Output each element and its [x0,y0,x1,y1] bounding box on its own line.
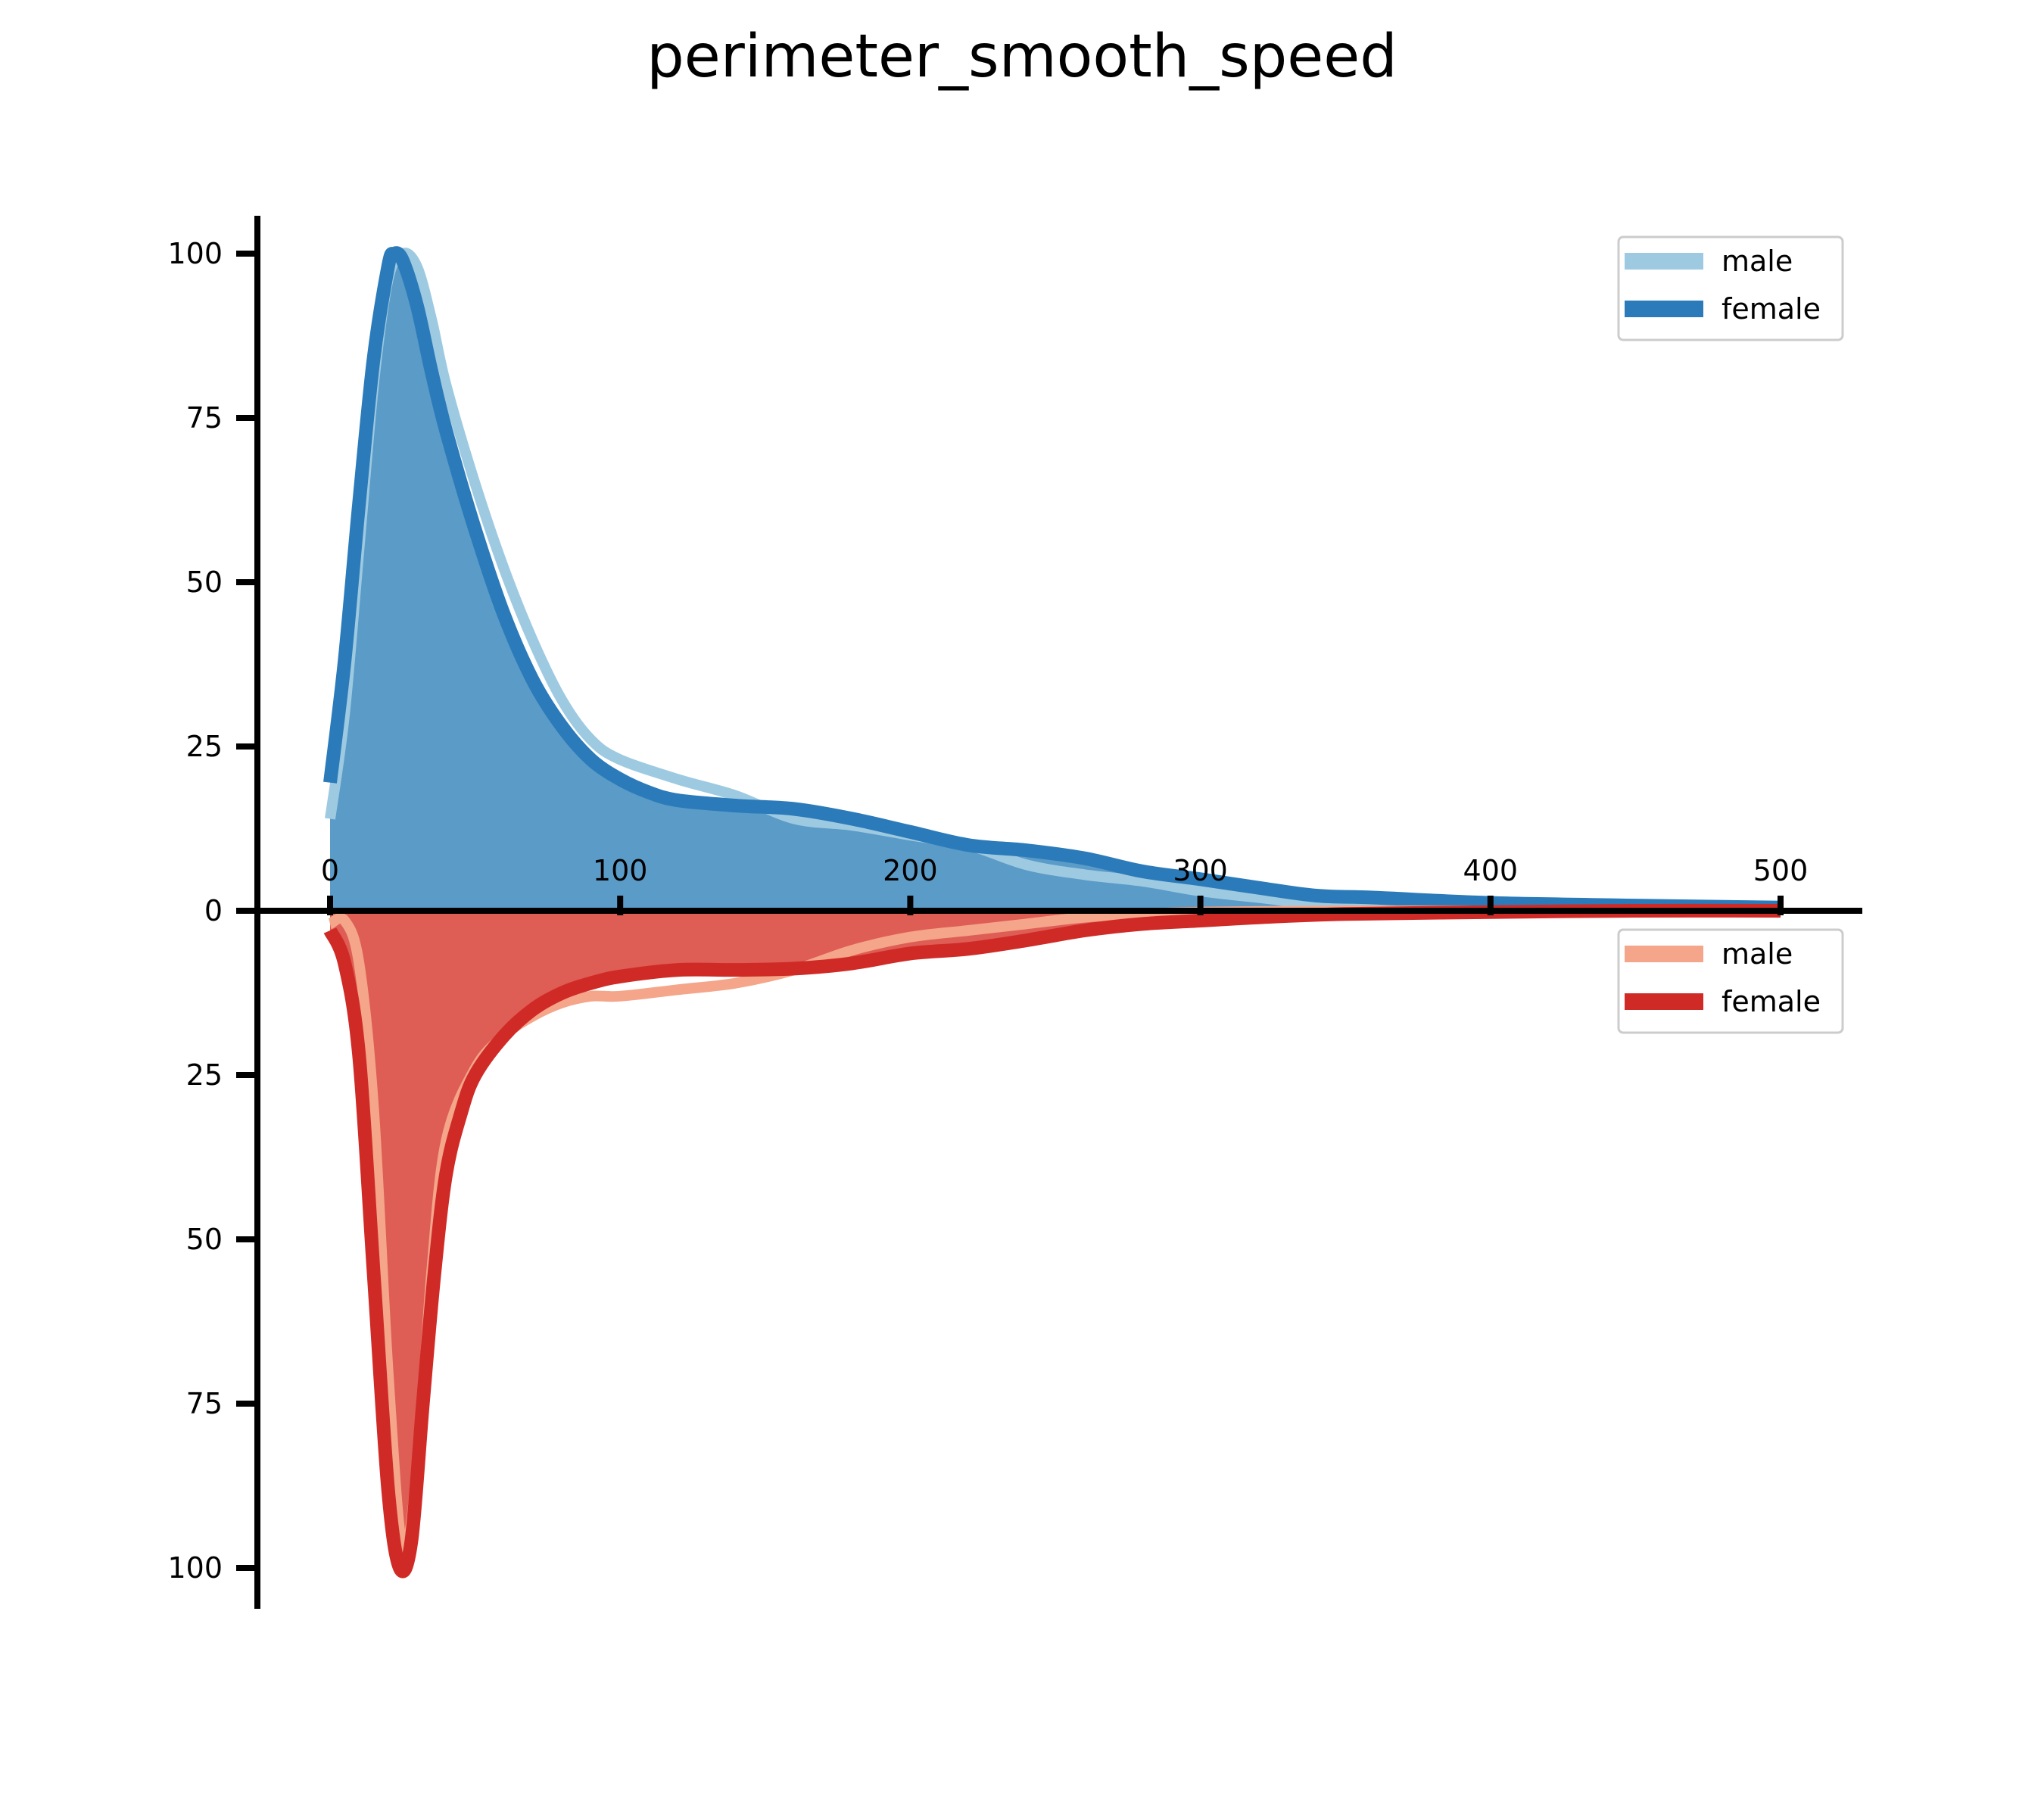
x-tick-label-200: 200 [883,854,938,887]
chart-title: perimeter_smooth_speed [647,23,1397,91]
y-tick-label-bottom-75: 75 [186,1387,223,1420]
fill-areas [330,253,1781,1572]
tick-marks [236,251,1784,1571]
x-tick-label-400: 400 [1463,854,1519,887]
bottom-female-series-line [323,903,1781,1579]
legend-bottom-label-female: female [1722,985,1821,1018]
legend-bottom: male female [1617,928,1844,1034]
top-female-series-line [323,246,1781,915]
bottom-fill-area [330,910,1781,1572]
x-tick-label-300: 300 [1173,854,1228,887]
legend-bottom-label-male: male [1722,937,1793,971]
legend-top-label-male: male [1722,245,1793,278]
tick-labels: 0 100 200 300 400 500 0 25 50 75 100 25 50 75 100 [167,237,1808,1585]
y-tick-label-top-0: 0 [204,894,223,927]
y-tick-label-top-100: 100 [167,237,223,270]
y-tick-label-bottom-25: 25 [186,1058,223,1092]
x-tick-label-0: 0 [321,854,339,887]
axes [254,216,1862,1609]
legend-top: male female [1617,235,1844,341]
y-tick-label-top-75: 75 [186,401,223,435]
y-tick-label-bottom-100: 100 [167,1551,223,1585]
legends: male female male female [1617,235,1844,1034]
y-tick-label-top-25: 25 [186,730,223,763]
legend-top-label-female: female [1722,292,1821,326]
top-fill-area [330,253,1781,912]
y-tick-label-top-50: 50 [186,566,223,599]
x-tick-label-500: 500 [1753,854,1809,887]
y-tick-label-bottom-50: 50 [186,1223,223,1256]
x-tick-label-100: 100 [593,854,648,887]
